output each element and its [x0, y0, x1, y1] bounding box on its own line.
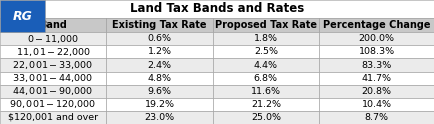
Bar	[213, 58, 319, 72]
Text: 4.8%: 4.8%	[148, 74, 171, 83]
Text: 0.6%: 0.6%	[148, 34, 171, 43]
Text: RG: RG	[13, 10, 32, 23]
Text: 11.6%: 11.6%	[251, 87, 281, 96]
Text: Proposed Tax Rate: Proposed Tax Rate	[215, 20, 317, 30]
Text: $33,001-$44,000: $33,001-$44,000	[13, 72, 94, 84]
Bar	[106, 85, 213, 98]
Bar	[319, 111, 434, 124]
Text: $0-$11,000: $0-$11,000	[27, 33, 79, 45]
Bar	[213, 98, 319, 111]
Text: 23.0%: 23.0%	[145, 113, 174, 122]
Text: 83.3%: 83.3%	[362, 61, 391, 70]
Text: Existing Tax Rate: Existing Tax Rate	[112, 20, 207, 30]
Bar	[106, 98, 213, 111]
Text: 1.8%: 1.8%	[254, 34, 278, 43]
Bar	[213, 45, 319, 58]
Bar	[213, 85, 319, 98]
Text: 200.0%: 200.0%	[358, 34, 395, 43]
Bar	[0, 32, 106, 45]
Bar	[0, 0, 45, 32]
Bar	[319, 98, 434, 111]
Text: $120,001 and over: $120,001 and over	[8, 113, 98, 122]
Text: 19.2%: 19.2%	[145, 100, 174, 109]
Bar	[106, 111, 213, 124]
Bar	[0, 111, 106, 124]
Text: 9.6%: 9.6%	[148, 87, 171, 96]
Bar	[106, 18, 213, 32]
Text: $44,001-$90,000: $44,001-$90,000	[13, 85, 94, 97]
Text: $22,001-$33,000: $22,001-$33,000	[13, 59, 94, 71]
Text: 2.5%: 2.5%	[254, 47, 278, 56]
Text: Land Tax Bands and Rates: Land Tax Bands and Rates	[130, 2, 304, 16]
Bar	[106, 72, 213, 85]
Text: 4.4%: 4.4%	[254, 61, 278, 70]
Bar	[319, 45, 434, 58]
Bar	[0, 0, 434, 18]
Text: 108.3%: 108.3%	[358, 47, 395, 56]
Bar	[0, 85, 106, 98]
Bar	[106, 58, 213, 72]
Bar	[319, 85, 434, 98]
Text: 20.8%: 20.8%	[362, 87, 391, 96]
Text: $90,001-$120,000: $90,001-$120,000	[10, 98, 97, 110]
Bar	[0, 98, 106, 111]
Text: 8.7%: 8.7%	[365, 113, 388, 122]
Bar	[0, 18, 106, 32]
Bar	[0, 45, 106, 58]
Bar	[213, 111, 319, 124]
Bar	[106, 32, 213, 45]
Bar	[106, 45, 213, 58]
Bar	[319, 32, 434, 45]
Text: $11,01-$22,000: $11,01-$22,000	[16, 46, 91, 58]
Bar	[213, 18, 319, 32]
Bar	[0, 72, 106, 85]
Bar	[0, 58, 106, 72]
Text: 1.2%: 1.2%	[148, 47, 171, 56]
Bar	[319, 58, 434, 72]
Text: Percentage Change: Percentage Change	[323, 20, 430, 30]
Text: 41.7%: 41.7%	[362, 74, 391, 83]
Bar	[213, 72, 319, 85]
Text: 6.8%: 6.8%	[254, 74, 278, 83]
Text: 10.4%: 10.4%	[362, 100, 391, 109]
Bar	[319, 72, 434, 85]
Text: 2.4%: 2.4%	[148, 61, 171, 70]
Text: 21.2%: 21.2%	[251, 100, 281, 109]
Bar	[213, 32, 319, 45]
Text: 25.0%: 25.0%	[251, 113, 281, 122]
Bar	[319, 18, 434, 32]
Text: Band: Band	[39, 20, 67, 30]
